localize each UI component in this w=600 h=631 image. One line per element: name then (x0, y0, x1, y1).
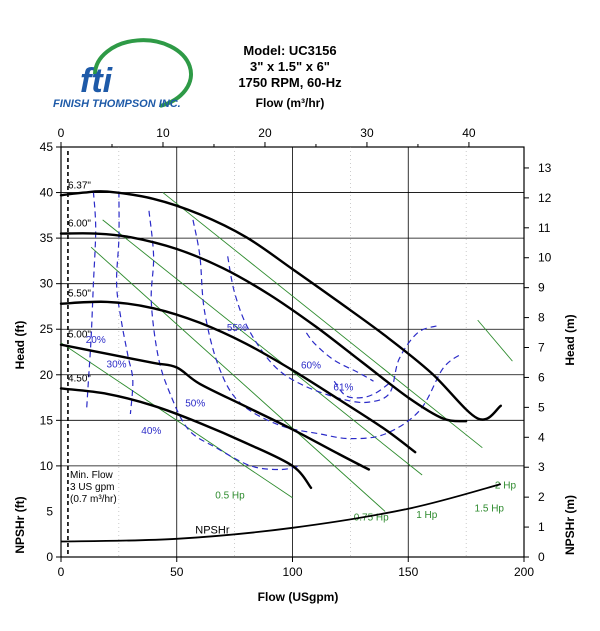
power-line (477, 319, 513, 362)
impeller-label: 5.00" (68, 330, 91, 341)
right-tick-label: 7 (538, 341, 545, 355)
power-lines: 0.5 Hp 0.75 Hp 1 Hp 1.5 Hp 2 Hp (60, 192, 517, 524)
bottom-tick-label: 100 (282, 565, 302, 579)
efficiency-label: 60% (301, 360, 321, 371)
efficiency-label: 20% (86, 335, 106, 346)
right-tick-label: 4 (538, 430, 545, 444)
left-tick-label: 10 (40, 459, 54, 473)
min-flow-note: Min. Flow 3 US gpm (0.7 m³/hr) (70, 470, 117, 505)
npsh-right-tick-label: 0 (538, 550, 545, 564)
logo-swoosh-icon (93, 38, 193, 108)
grid (60, 146, 525, 558)
chart-title: Model: UC3156 3" x 1.5" x 6" 1750 RPM, 6… (238, 43, 342, 110)
right-tick-label: 5 (538, 400, 545, 414)
power-line (60, 342, 293, 499)
top-tick-label: 20 (258, 126, 272, 140)
top-tick-label: 40 (462, 126, 476, 140)
bottom-tick-label: 50 (170, 565, 184, 579)
npsh-left-tick-label: 5 (46, 504, 53, 518)
top-tick-label: 30 (360, 126, 374, 140)
power-line (162, 192, 483, 449)
right-tick-label: 3 (538, 460, 545, 474)
top-tick-label: 10 (156, 126, 170, 140)
right-tick-label: 9 (538, 281, 545, 295)
impeller-curve (59, 343, 371, 471)
power-label: 0.5 Hp (215, 491, 245, 502)
title-model: Model: UC3156 (243, 43, 336, 58)
power-line (102, 219, 423, 476)
impeller-label: 5.50" (68, 289, 91, 300)
efficiency-curve (115, 191, 134, 415)
min-flow-line-1: Min. Flow (70, 470, 114, 481)
impeller-curve (59, 387, 313, 489)
left-tick-label: 30 (40, 277, 54, 291)
impeller-curve (59, 232, 468, 423)
company-logo: fti FINISH THOMPSON INC. (53, 38, 193, 110)
efficiency-curves: 20% 30% 40% 50% 55% 60% 61% (85, 191, 462, 471)
efficiency-curve (148, 210, 300, 471)
right-axis-title: Head (m) (563, 314, 577, 365)
title-size: 3" x 1.5" x 6" (250, 59, 330, 74)
power-line (90, 246, 386, 512)
efficiency-label: 50% (185, 399, 205, 410)
right-tick-label: 11 (538, 221, 551, 235)
efficiency-label: 55% (227, 323, 247, 334)
efficiency-curve (305, 332, 374, 382)
efficiency-label: 30% (107, 359, 127, 370)
power-label: 0.75 Hp (354, 513, 389, 524)
npsh-left-axis-title: NPSHr (ft) (13, 496, 27, 553)
impeller-label: 6.00" (68, 219, 91, 230)
left-tick-label: 25 (40, 322, 54, 336)
impeller-curves: 6.37" 6.00" 5.50" 5.00" 4.50" (59, 180, 502, 489)
left-tick-label: 15 (40, 413, 54, 427)
impeller-label: 4.50" (68, 373, 91, 384)
left-tick-label: 40 (40, 186, 54, 200)
bottom-tick-label: 200 (514, 565, 534, 579)
left-tick-label: 20 (40, 368, 54, 382)
bottom-axis-title: Flow (USgpm) (258, 590, 339, 604)
top-tick-label: 0 (58, 126, 65, 140)
power-label: 2 Hp (495, 481, 517, 492)
power-label: 1 Hp (416, 510, 438, 521)
min-flow-line-2: 3 US gpm (70, 482, 114, 493)
left-tick-label: 35 (40, 231, 54, 245)
bottom-tick-label: 150 (398, 565, 418, 579)
npshr-label: NPSHr (195, 524, 230, 536)
power-label: 1.5 Hp (475, 503, 505, 514)
efficiency-curve (333, 380, 393, 399)
left-tick-label: 45 (40, 140, 54, 154)
min-flow-line-3: (0.7 m³/hr) (70, 494, 117, 505)
npsh-left-tick-label: 0 (46, 550, 53, 564)
bottom-tick-label: 0 (58, 565, 65, 579)
npsh-right-tick-label: 2 (538, 490, 545, 504)
efficiency-curve (85, 191, 97, 412)
right-tick-label: 12 (538, 191, 552, 205)
logo-mark: fti (80, 62, 114, 100)
right-tick-label: 13 (538, 161, 552, 175)
npsh-right-axis-title: NPSHr (m) (563, 495, 577, 555)
right-tick-label: 6 (538, 370, 545, 384)
title-speed: 1750 RPM, 60-Hz (238, 75, 342, 90)
npshr-curve: NPSHr (60, 483, 502, 543)
right-tick-label: 10 (538, 251, 552, 265)
right-tick-label: 8 (538, 311, 545, 325)
npsh-right-tick-label: 1 (538, 520, 545, 534)
efficiency-label: 61% (333, 382, 353, 393)
npshr-line (60, 483, 502, 543)
impeller-curve (59, 190, 502, 421)
left-axis-title: Head (ft) (13, 321, 27, 370)
logo-company-name: FINISH THOMPSON INC. (53, 98, 181, 110)
top-axis-title: Flow (m³/hr) (256, 96, 325, 110)
impeller-curve (59, 300, 417, 454)
impeller-label: 6.37" (68, 180, 91, 191)
efficiency-label: 40% (141, 426, 161, 437)
